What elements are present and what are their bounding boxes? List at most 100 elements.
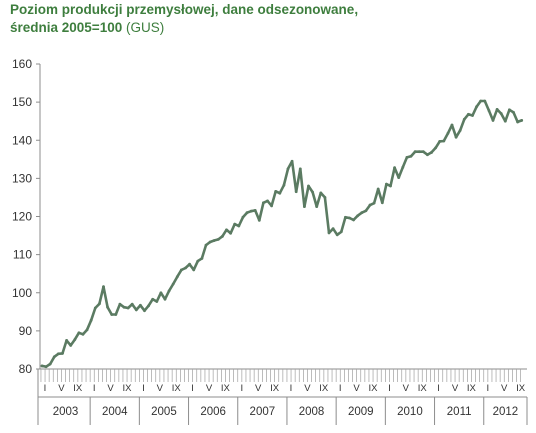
data-point [73,338,77,342]
data-point [188,262,192,266]
x-month-label: V [107,383,114,394]
data-point [233,222,237,226]
data-point [175,275,179,279]
data-point [458,128,462,132]
x-month-label: V [501,383,508,394]
data-point [323,196,327,199]
data-point [229,231,233,235]
data-point [163,297,167,301]
data-point [298,167,302,171]
data-point [348,216,351,220]
data-point [274,189,278,193]
data-point [139,303,142,307]
data-point [286,167,290,171]
data-point [245,211,249,215]
title-source: (GUS) [125,20,165,35]
x-year-label: 2007 [250,406,276,418]
data-point [491,119,495,122]
data-point [122,305,126,309]
x-month-label: V [304,383,311,394]
x-month-label: I [44,383,47,394]
data-point [212,239,216,242]
data-point [44,365,48,369]
y-tick-label: 140 [12,133,32,147]
data-point [69,343,73,347]
chart-title: Poziom produkcji przemysłowej, dane odse… [10,1,530,37]
data-point [409,154,413,158]
data-point [159,291,163,295]
data-point [450,123,454,127]
data-point [216,237,220,241]
data-point [344,215,347,219]
x-month-label: V [403,383,410,394]
x-month-label: IX [467,383,477,394]
data-point [114,313,118,316]
x-month-label: IX [270,383,280,394]
data-point [368,203,372,207]
data-point [508,108,511,112]
data-point [335,233,339,237]
data-point [434,146,437,150]
data-point [331,227,335,231]
x-year-label: 2008 [299,406,325,418]
data-point [225,228,228,232]
data-point [512,111,515,114]
data-point [446,131,450,135]
data-point [430,151,433,154]
data-point [147,304,151,308]
y-tick-label: 160 [12,57,32,71]
y-tick-label: 80 [19,362,33,376]
data-point [360,211,364,215]
data-point [356,214,360,218]
x-month-label: V [58,383,65,394]
data-point [98,302,101,306]
x-year-label: 2005 [151,406,177,418]
data-point [204,243,208,247]
data-point [106,305,109,309]
data-point [471,114,474,117]
data-point [364,209,368,213]
data-point [130,302,134,306]
data-point [61,351,64,355]
y-tick-label: 130 [12,171,32,185]
data-point [303,205,306,208]
data-point [208,240,212,244]
x-month-label: IX [172,383,182,394]
data-point [155,300,159,303]
data-point [503,119,507,123]
data-point [315,205,319,208]
x-year-label: 2009 [348,406,374,418]
data-point [282,183,286,187]
data-point [376,187,380,191]
x-month-label: I [191,383,194,394]
data-point [372,201,376,205]
x-year-label: 2006 [200,406,226,418]
data-point [85,328,89,332]
data-point [413,150,417,154]
data-point [184,266,187,270]
x-month-label: IX [221,383,231,394]
x-month-label: I [339,383,342,394]
data-point [278,191,282,195]
data-point [81,332,85,336]
data-point [479,99,483,103]
x-month-label: I [437,383,440,394]
y-tick-label: 150 [12,95,32,109]
x-month-label: V [157,383,164,394]
data-point [421,150,425,154]
data-point [151,297,155,301]
data-point [499,112,503,115]
data-point [405,156,409,159]
title-line-1: Poziom produkcji przemysłowej, dane odse… [10,2,359,17]
x-month-label: V [452,383,459,394]
data-point [516,120,519,124]
data-point [393,166,396,170]
data-point [319,191,323,195]
data-point [385,182,388,186]
data-point [89,318,93,322]
data-point [77,331,81,335]
data-point [241,215,245,219]
data-point [253,209,257,212]
data-point [196,259,200,263]
